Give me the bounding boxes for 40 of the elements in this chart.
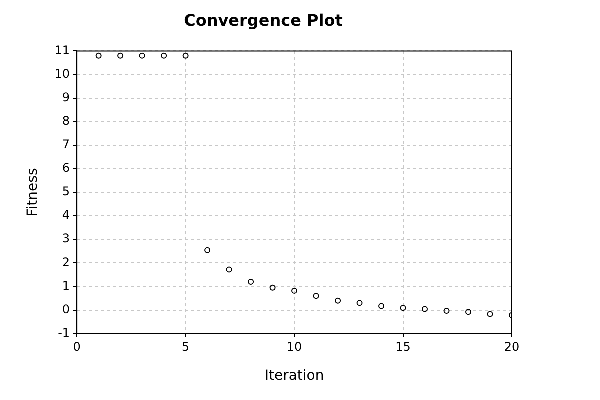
y-tick-label: 5 bbox=[62, 184, 70, 199]
y-tick-label: -1 bbox=[58, 326, 70, 340]
point bbox=[204, 247, 211, 254]
point bbox=[400, 305, 406, 312]
point bbox=[487, 311, 494, 318]
point bbox=[270, 284, 276, 291]
x-tick-label: 5 bbox=[182, 340, 190, 354]
point bbox=[466, 309, 472, 316]
point bbox=[96, 52, 102, 59]
y-tick-label: 1 bbox=[62, 278, 70, 293]
y-tick-label: 10 bbox=[54, 66, 70, 81]
x-axis-title: Iteration bbox=[264, 368, 324, 384]
y-tick-label: 3 bbox=[62, 232, 70, 246]
chart-title: Convergence Plot bbox=[184, 10, 344, 30]
y-axis-title: Fitness bbox=[25, 168, 42, 217]
x-tick-label: 10 bbox=[286, 340, 302, 354]
y-tick-label: 0 bbox=[62, 302, 70, 316]
x-tick-label: 15 bbox=[396, 340, 411, 354]
point bbox=[226, 266, 232, 273]
x-tick-label: 0 bbox=[73, 340, 81, 354]
point bbox=[335, 298, 342, 304]
point bbox=[313, 293, 320, 300]
point bbox=[292, 288, 298, 294]
point bbox=[378, 303, 385, 310]
y-tick-label: 4 bbox=[62, 208, 70, 222]
point bbox=[248, 278, 254, 285]
x-tick-label: 20 bbox=[504, 340, 520, 354]
y-tick-label: 7 bbox=[62, 138, 70, 152]
y-tick-label: 2 bbox=[62, 255, 70, 270]
point bbox=[118, 52, 124, 59]
point bbox=[422, 306, 428, 312]
point bbox=[356, 300, 363, 306]
point bbox=[444, 308, 450, 314]
y-tick-label: 8 bbox=[62, 114, 70, 128]
y-tick-label: 9 bbox=[62, 90, 70, 104]
point bbox=[139, 52, 146, 59]
point bbox=[182, 52, 189, 59]
y-tick-label: 11 bbox=[54, 43, 70, 58]
point bbox=[161, 52, 168, 59]
y-tick-label: 6 bbox=[62, 161, 70, 176]
